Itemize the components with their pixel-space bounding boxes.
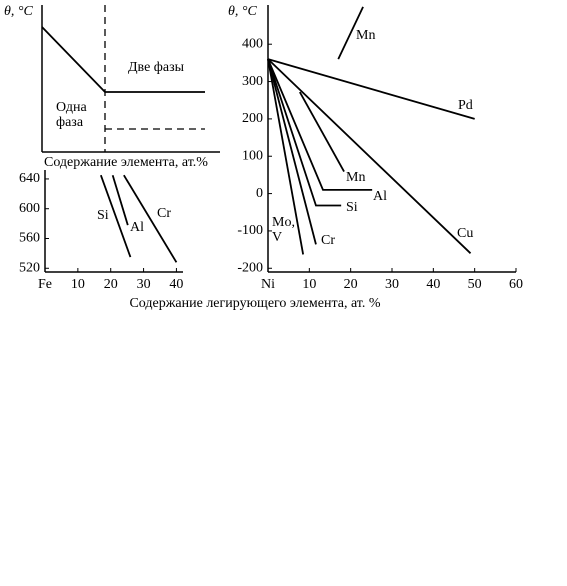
- schematic: [41, 5, 220, 153]
- y-axis-title: θ, °C: [4, 4, 33, 19]
- y-tick-label: 640: [19, 171, 40, 186]
- series-label: Mn: [346, 170, 366, 185]
- data-line: [299, 91, 345, 172]
- series-label: Al: [373, 189, 387, 204]
- data-line: [267, 58, 317, 245]
- x-tick-label: 30: [137, 277, 151, 292]
- x-tick-label: 30: [385, 277, 399, 292]
- series-label: Si: [346, 200, 358, 215]
- series-label: Mo, V: [272, 215, 295, 245]
- y-tick-label: 200: [242, 111, 263, 126]
- x-tick-label: 10: [302, 277, 316, 292]
- series-label: Cr: [321, 233, 335, 248]
- series-label: Mn: [356, 28, 376, 43]
- data-line: [111, 174, 129, 226]
- x-tick-label: 10: [71, 277, 85, 292]
- series-label: Cu: [457, 226, 474, 241]
- y-tick-label: -200: [237, 260, 263, 275]
- region-label: Две фазы: [128, 60, 185, 75]
- x-tick-label: Fe: [38, 277, 52, 292]
- y-tick-label: 0: [256, 186, 263, 201]
- y-tick-label: 300: [242, 74, 263, 89]
- x-tick-label: 20: [344, 277, 358, 292]
- x-tick-label: 20: [104, 277, 118, 292]
- y-tick-label: -100: [237, 223, 263, 238]
- y-tick-label: 400: [242, 36, 263, 51]
- x-tick-label: 50: [468, 277, 482, 292]
- data-line: [267, 58, 373, 191]
- series-label: Al: [130, 220, 144, 235]
- data-line: [267, 58, 472, 254]
- region-label: Одна фаза: [56, 100, 87, 130]
- y-tick-label: 600: [19, 201, 40, 216]
- x-tick-label: 40: [169, 277, 183, 292]
- y-axis-title: θ, °C: [228, 4, 257, 19]
- series-label: Cr: [157, 206, 171, 221]
- y-tick-label: 100: [242, 148, 263, 163]
- x-tick-label: 40: [426, 277, 440, 292]
- data-line: [267, 58, 342, 207]
- series-label: Si: [97, 208, 109, 223]
- data-line: [337, 6, 364, 60]
- y-tick-label: 560: [19, 231, 40, 246]
- series-label: Pd: [458, 98, 473, 113]
- y-tick-label: 520: [19, 260, 40, 275]
- data-line: [267, 58, 305, 255]
- x-axis-title: Содержание элемента, ат.%: [44, 155, 208, 170]
- data-line: [123, 174, 178, 263]
- data-line: [267, 58, 475, 120]
- data-line: [100, 174, 132, 258]
- x-tick-label: 60: [509, 277, 523, 292]
- x-tick-label: Ni: [261, 277, 275, 292]
- x-axis-title: Содержание легирующего элемента, ат. %: [129, 296, 380, 311]
